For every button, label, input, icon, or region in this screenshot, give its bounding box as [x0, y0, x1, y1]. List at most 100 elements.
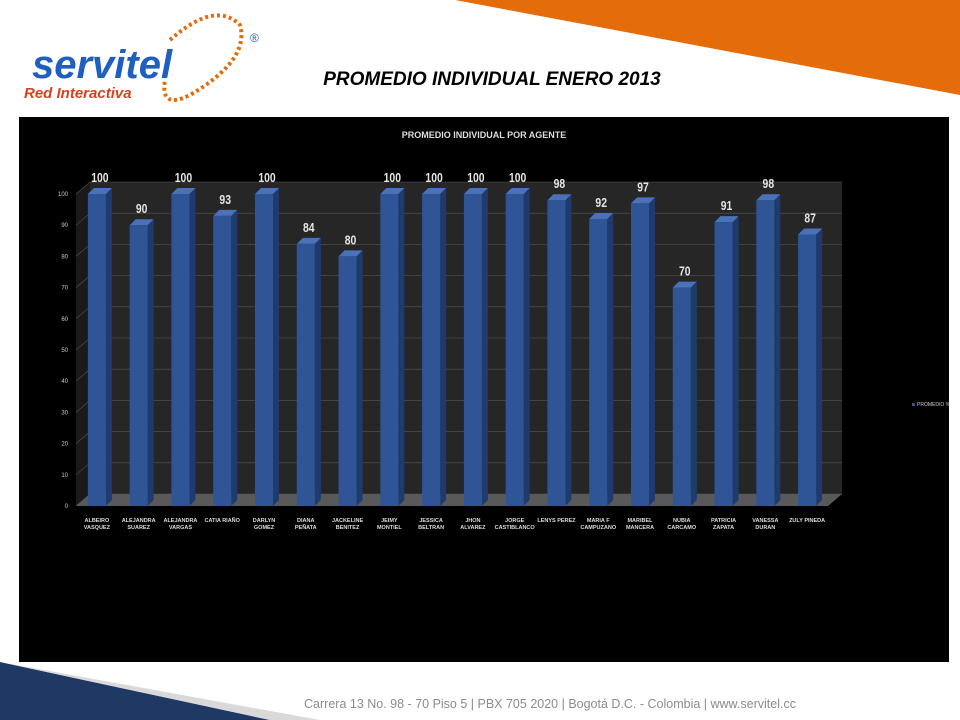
bar-side	[398, 188, 405, 506]
value-label: 92	[595, 196, 607, 210]
value-label: 93	[219, 193, 231, 207]
bar	[213, 215, 232, 506]
value-label: 98	[763, 177, 775, 191]
x-tick-label: ALBEIRO VASQUEZ	[83, 518, 110, 531]
bar-top	[87, 188, 112, 194]
bar-side	[189, 188, 196, 506]
bar-side	[314, 237, 321, 507]
x-tick-label: JORGE CASTIBLANCO	[494, 518, 535, 531]
value-label: 100	[175, 171, 193, 185]
value-label: 80	[345, 233, 357, 247]
value-label: 70	[679, 265, 691, 279]
x-tick-label: JACKELINE BENITEZ	[331, 518, 364, 531]
bar-side	[273, 188, 279, 506]
bar-side	[607, 212, 614, 506]
bar-side	[774, 194, 781, 507]
logo-name: servitel	[32, 43, 173, 87]
value-label: 100	[384, 171, 402, 185]
x-tick-label: ALEJANDRA VARGAS	[163, 518, 198, 531]
bar-top	[296, 237, 321, 244]
y-tick-label: 80	[61, 254, 68, 260]
bar	[463, 194, 482, 506]
x-tick-label: DARLYN GOMEZ	[252, 518, 276, 531]
y-tick-label: 10	[61, 473, 68, 479]
bar-top	[672, 281, 697, 288]
bar	[129, 225, 148, 506]
bar	[87, 194, 106, 506]
x-tick-label: VANESSA DURAN	[752, 518, 779, 531]
gray-band	[0, 662, 320, 720]
value-label: 100	[91, 171, 109, 185]
bar	[422, 194, 441, 506]
logo-registered: ®	[250, 31, 259, 45]
bar	[171, 194, 190, 506]
bar	[547, 200, 566, 507]
bar	[338, 256, 357, 506]
bar-side	[690, 281, 697, 506]
chart-title: PROMEDIO INDIVIDUAL POR AGENTE	[402, 130, 567, 140]
bar-top	[338, 250, 363, 257]
logo-swoosh	[162, 13, 244, 102]
bar-top	[505, 188, 530, 194]
bar-top	[422, 188, 447, 194]
bar-top	[631, 197, 655, 204]
bar-top	[463, 188, 488, 194]
x-tick-label: LENYS PEREZ	[537, 518, 576, 524]
bar-side	[105, 188, 112, 506]
bar-side	[356, 250, 363, 506]
logo-tagline: Red Interactiva	[24, 85, 132, 102]
bar-side	[565, 194, 572, 507]
slide-title: PROMEDIO INDIVIDUAL ENERO 2013	[323, 69, 661, 90]
value-label: 98	[554, 177, 566, 191]
x-tick-label: ZULY PINEDA	[789, 518, 826, 524]
bar-top	[589, 212, 614, 219]
value-label: 90	[136, 202, 148, 216]
x-tick-label: JESSICA BELTRAN	[418, 518, 445, 531]
bar-top	[756, 194, 781, 201]
y-tick-label: 40	[61, 379, 68, 385]
bar-side	[147, 219, 154, 506]
bar-side	[481, 188, 488, 506]
y-tick-label: 20	[61, 442, 68, 448]
bar	[589, 218, 608, 506]
y-tick-label: 50	[61, 348, 68, 354]
value-label: 84	[303, 221, 315, 235]
legend-label: PROMEDIO %	[917, 402, 951, 408]
bar	[756, 200, 775, 507]
bar-top	[380, 188, 405, 194]
x-tick-label: CATIA RIAÑO	[204, 518, 240, 524]
value-label: 100	[467, 171, 485, 185]
legend-swatch	[912, 403, 915, 406]
grid-line	[75, 181, 842, 195]
y-tick-label: 60	[61, 317, 68, 323]
bar-top	[255, 188, 279, 194]
y-tick-label: 100	[58, 192, 69, 198]
bar-side	[231, 209, 238, 506]
value-label: 100	[425, 171, 443, 185]
bar-top	[171, 188, 196, 194]
value-label: 100	[509, 171, 527, 185]
value-label: 97	[637, 180, 649, 194]
bar	[380, 194, 399, 506]
bar-top	[714, 216, 739, 223]
bar	[672, 287, 691, 506]
bar	[296, 243, 315, 507]
y-tick-label: 0	[65, 504, 69, 510]
value-label: 91	[721, 199, 733, 213]
value-label: 100	[258, 171, 276, 185]
bar	[255, 194, 273, 506]
bar-top	[129, 219, 154, 226]
bar-top	[213, 209, 238, 216]
bar-side	[816, 228, 823, 506]
x-tick-label: ALEJANDRA SUAREZ	[121, 518, 156, 531]
x-tick-label: NUBIA CARCAMO	[667, 518, 697, 531]
bar	[714, 222, 733, 506]
bar-top	[547, 194, 572, 201]
x-tick-label: JHON ALVAREZ	[460, 518, 486, 531]
value-label: 87	[804, 212, 816, 226]
x-tick-label: PATRICIA ZAPATA	[710, 518, 737, 531]
y-tick-label: 90	[61, 223, 68, 229]
x-tick-label: MARIA F CAMPUZANO	[580, 518, 617, 531]
